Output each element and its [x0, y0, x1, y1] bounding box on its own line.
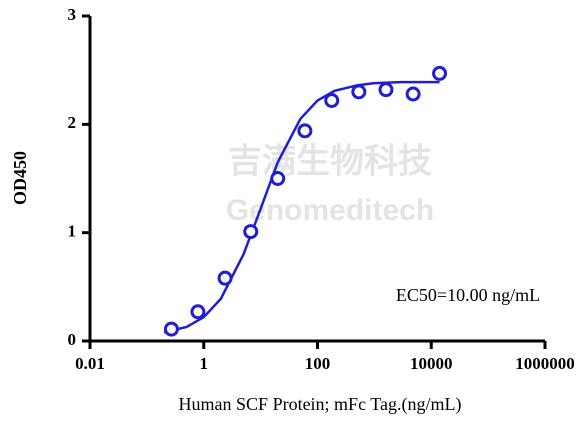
watermark: 吉满生物科技: [228, 142, 432, 182]
watermark: Genomeditech: [226, 194, 434, 227]
y-tick-label: 0: [68, 330, 77, 349]
y-axis-label: OD450: [10, 151, 30, 205]
x-axis-label: Human SCF Protein; mFc Tag.(ng/mL): [179, 394, 462, 415]
data-point: [324, 93, 340, 108]
x-tick-label: 100: [305, 354, 331, 373]
y-tick-label: 3: [68, 5, 77, 24]
x-tick-label: 0.01: [75, 354, 105, 373]
data-point: [190, 304, 206, 320]
y-tick-label: 1: [68, 222, 77, 241]
data-point: [217, 270, 233, 286]
data-point: [405, 86, 421, 102]
fit-curve: [163, 80, 440, 334]
data-point: [432, 65, 448, 81]
x-tick-label: 1: [200, 354, 209, 373]
data-point: [351, 84, 367, 100]
data-point: [270, 171, 286, 186]
x-tick-label: 1000000: [515, 354, 575, 373]
annotation: EC50=10.00 ng/mL: [396, 285, 540, 305]
data-point: [378, 82, 394, 98]
data-point: [297, 123, 313, 139]
data-point: [163, 321, 179, 337]
data-point: [243, 224, 259, 240]
x-tick-label: 10000: [410, 354, 453, 373]
y-tick-label: 2: [68, 113, 77, 132]
